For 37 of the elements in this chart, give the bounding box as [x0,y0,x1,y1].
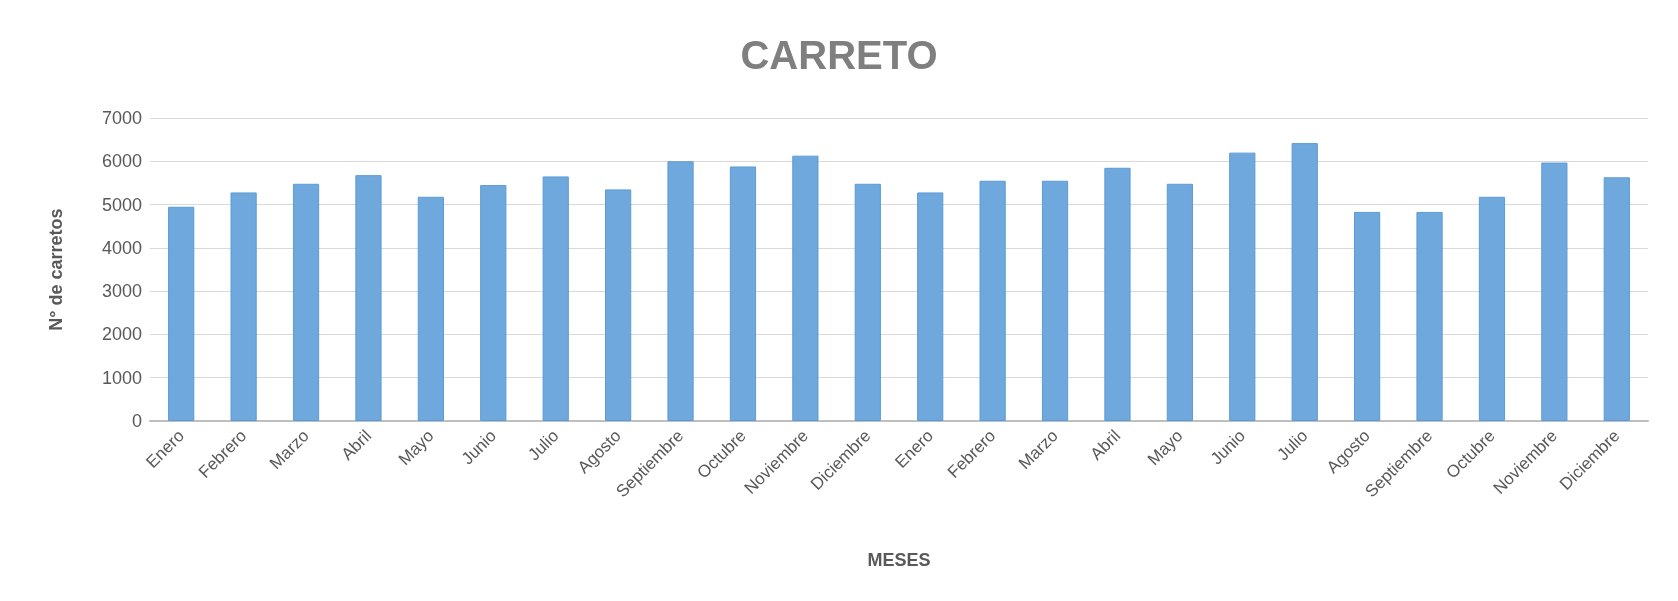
bar [1041,180,1069,421]
bar [480,185,507,421]
bar [605,189,632,421]
bar [355,175,382,421]
bar [1291,143,1318,421]
y-tick-label: 4000 [101,237,142,258]
bar [1229,152,1256,421]
bar [1416,211,1443,421]
bar [1478,196,1506,421]
y-axis-title: N° de carretos [46,208,66,331]
y-tick-label: 1000 [101,367,142,388]
x-axis-title: MESES [867,550,931,570]
bar [1104,167,1131,421]
bar [1541,162,1568,421]
y-tick-label: 5000 [101,194,142,215]
bar [1354,211,1381,421]
bar [292,183,320,421]
bar [854,183,881,421]
bar [417,196,444,421]
bar [917,192,944,421]
x-tick-label: Julio [524,426,563,465]
x-tick-label: Julio [1273,426,1312,465]
y-tick-label: 2000 [101,324,142,345]
y-tick-label: 7000 [101,108,142,128]
y-tick-label: 0 [131,411,142,431]
bar [1603,177,1630,421]
bar [729,166,757,421]
bar [230,192,257,421]
bar [792,155,819,421]
chart-title: CARRETO [740,33,938,77]
bar [542,176,569,421]
bar [979,180,1006,421]
y-tick-label: 6000 [101,151,142,172]
bar [667,161,694,421]
bar [1166,183,1193,421]
bar [168,206,195,421]
y-tick-label: 3000 [101,281,142,302]
